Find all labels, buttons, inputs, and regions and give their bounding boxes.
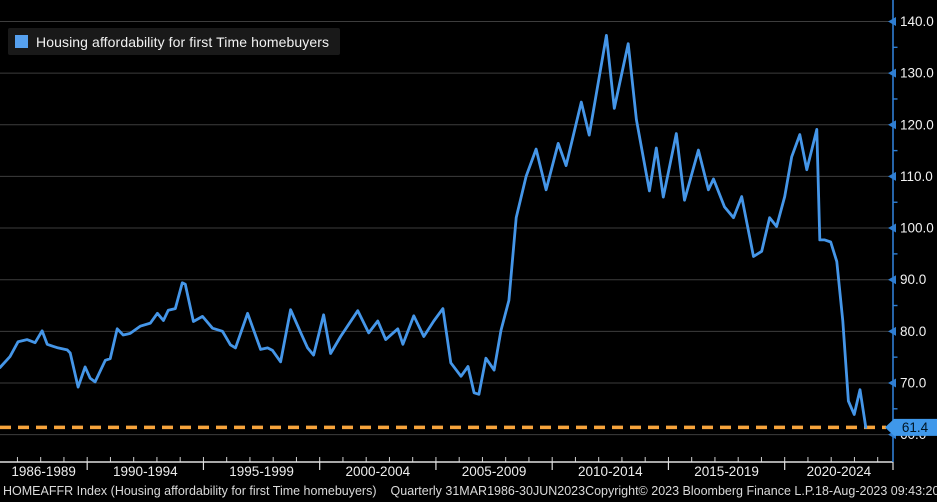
y-axis-label: 110.0 — [900, 169, 933, 184]
x-axis-label: 2010-2014 — [578, 464, 643, 479]
last-value-badge-text: 61.4 — [902, 420, 929, 435]
status-bar: HOMEAFFR Index (Housing affordability fo… — [0, 480, 937, 502]
y-axis-label: 130.0 — [900, 66, 934, 81]
y-axis-label: 80.0 — [900, 324, 926, 339]
x-axis-label: 1986-1989 — [11, 464, 76, 479]
y-major-tick-arrow — [888, 171, 896, 181]
legend[interactable]: Housing affordability for first Time hom… — [8, 28, 341, 55]
legend-label: Housing affordability for first Time hom… — [36, 33, 330, 50]
y-major-tick-arrow — [888, 223, 896, 233]
copyright-text: Copyright© 2023 Bloomberg Finance L.P. — [585, 484, 816, 498]
y-major-tick-arrow — [888, 378, 896, 388]
x-axis-label: 2005-2009 — [462, 464, 527, 479]
y-major-tick-arrow — [888, 120, 896, 130]
x-axis-label: 1990-1994 — [113, 464, 178, 479]
legend-swatch-icon — [15, 35, 28, 48]
y-axis-label: 100.0 — [900, 221, 934, 236]
y-major-tick-arrow — [888, 326, 896, 336]
x-axis-label: 2015-2019 — [694, 464, 759, 479]
x-axis-label: 2000-2004 — [346, 464, 411, 479]
y-axis-label: 140.0 — [900, 14, 934, 29]
periodicity-range: Quarterly 31MAR1986-30JUN2023 — [390, 484, 586, 498]
y-axis-label: 90.0 — [900, 272, 926, 287]
y-major-tick-arrow — [888, 17, 896, 26]
y-major-tick-arrow — [888, 68, 896, 78]
series-line — [0, 34, 868, 429]
x-axis-label: 2020-2024 — [807, 464, 872, 479]
y-axis-label: 70.0 — [900, 375, 926, 390]
security-description: HOMEAFFR Index (Housing affordability fo… — [3, 484, 377, 498]
y-major-tick-arrow — [888, 275, 896, 285]
x-axis-label: 1995-1999 — [229, 464, 294, 479]
y-axis-label: 120.0 — [900, 117, 934, 132]
last-value-badge — [885, 418, 937, 436]
timestamp: 18-Aug-2023 09:43:20 — [815, 484, 937, 498]
status-left: HOMEAFFR Index (Housing affordability fo… — [3, 484, 585, 498]
